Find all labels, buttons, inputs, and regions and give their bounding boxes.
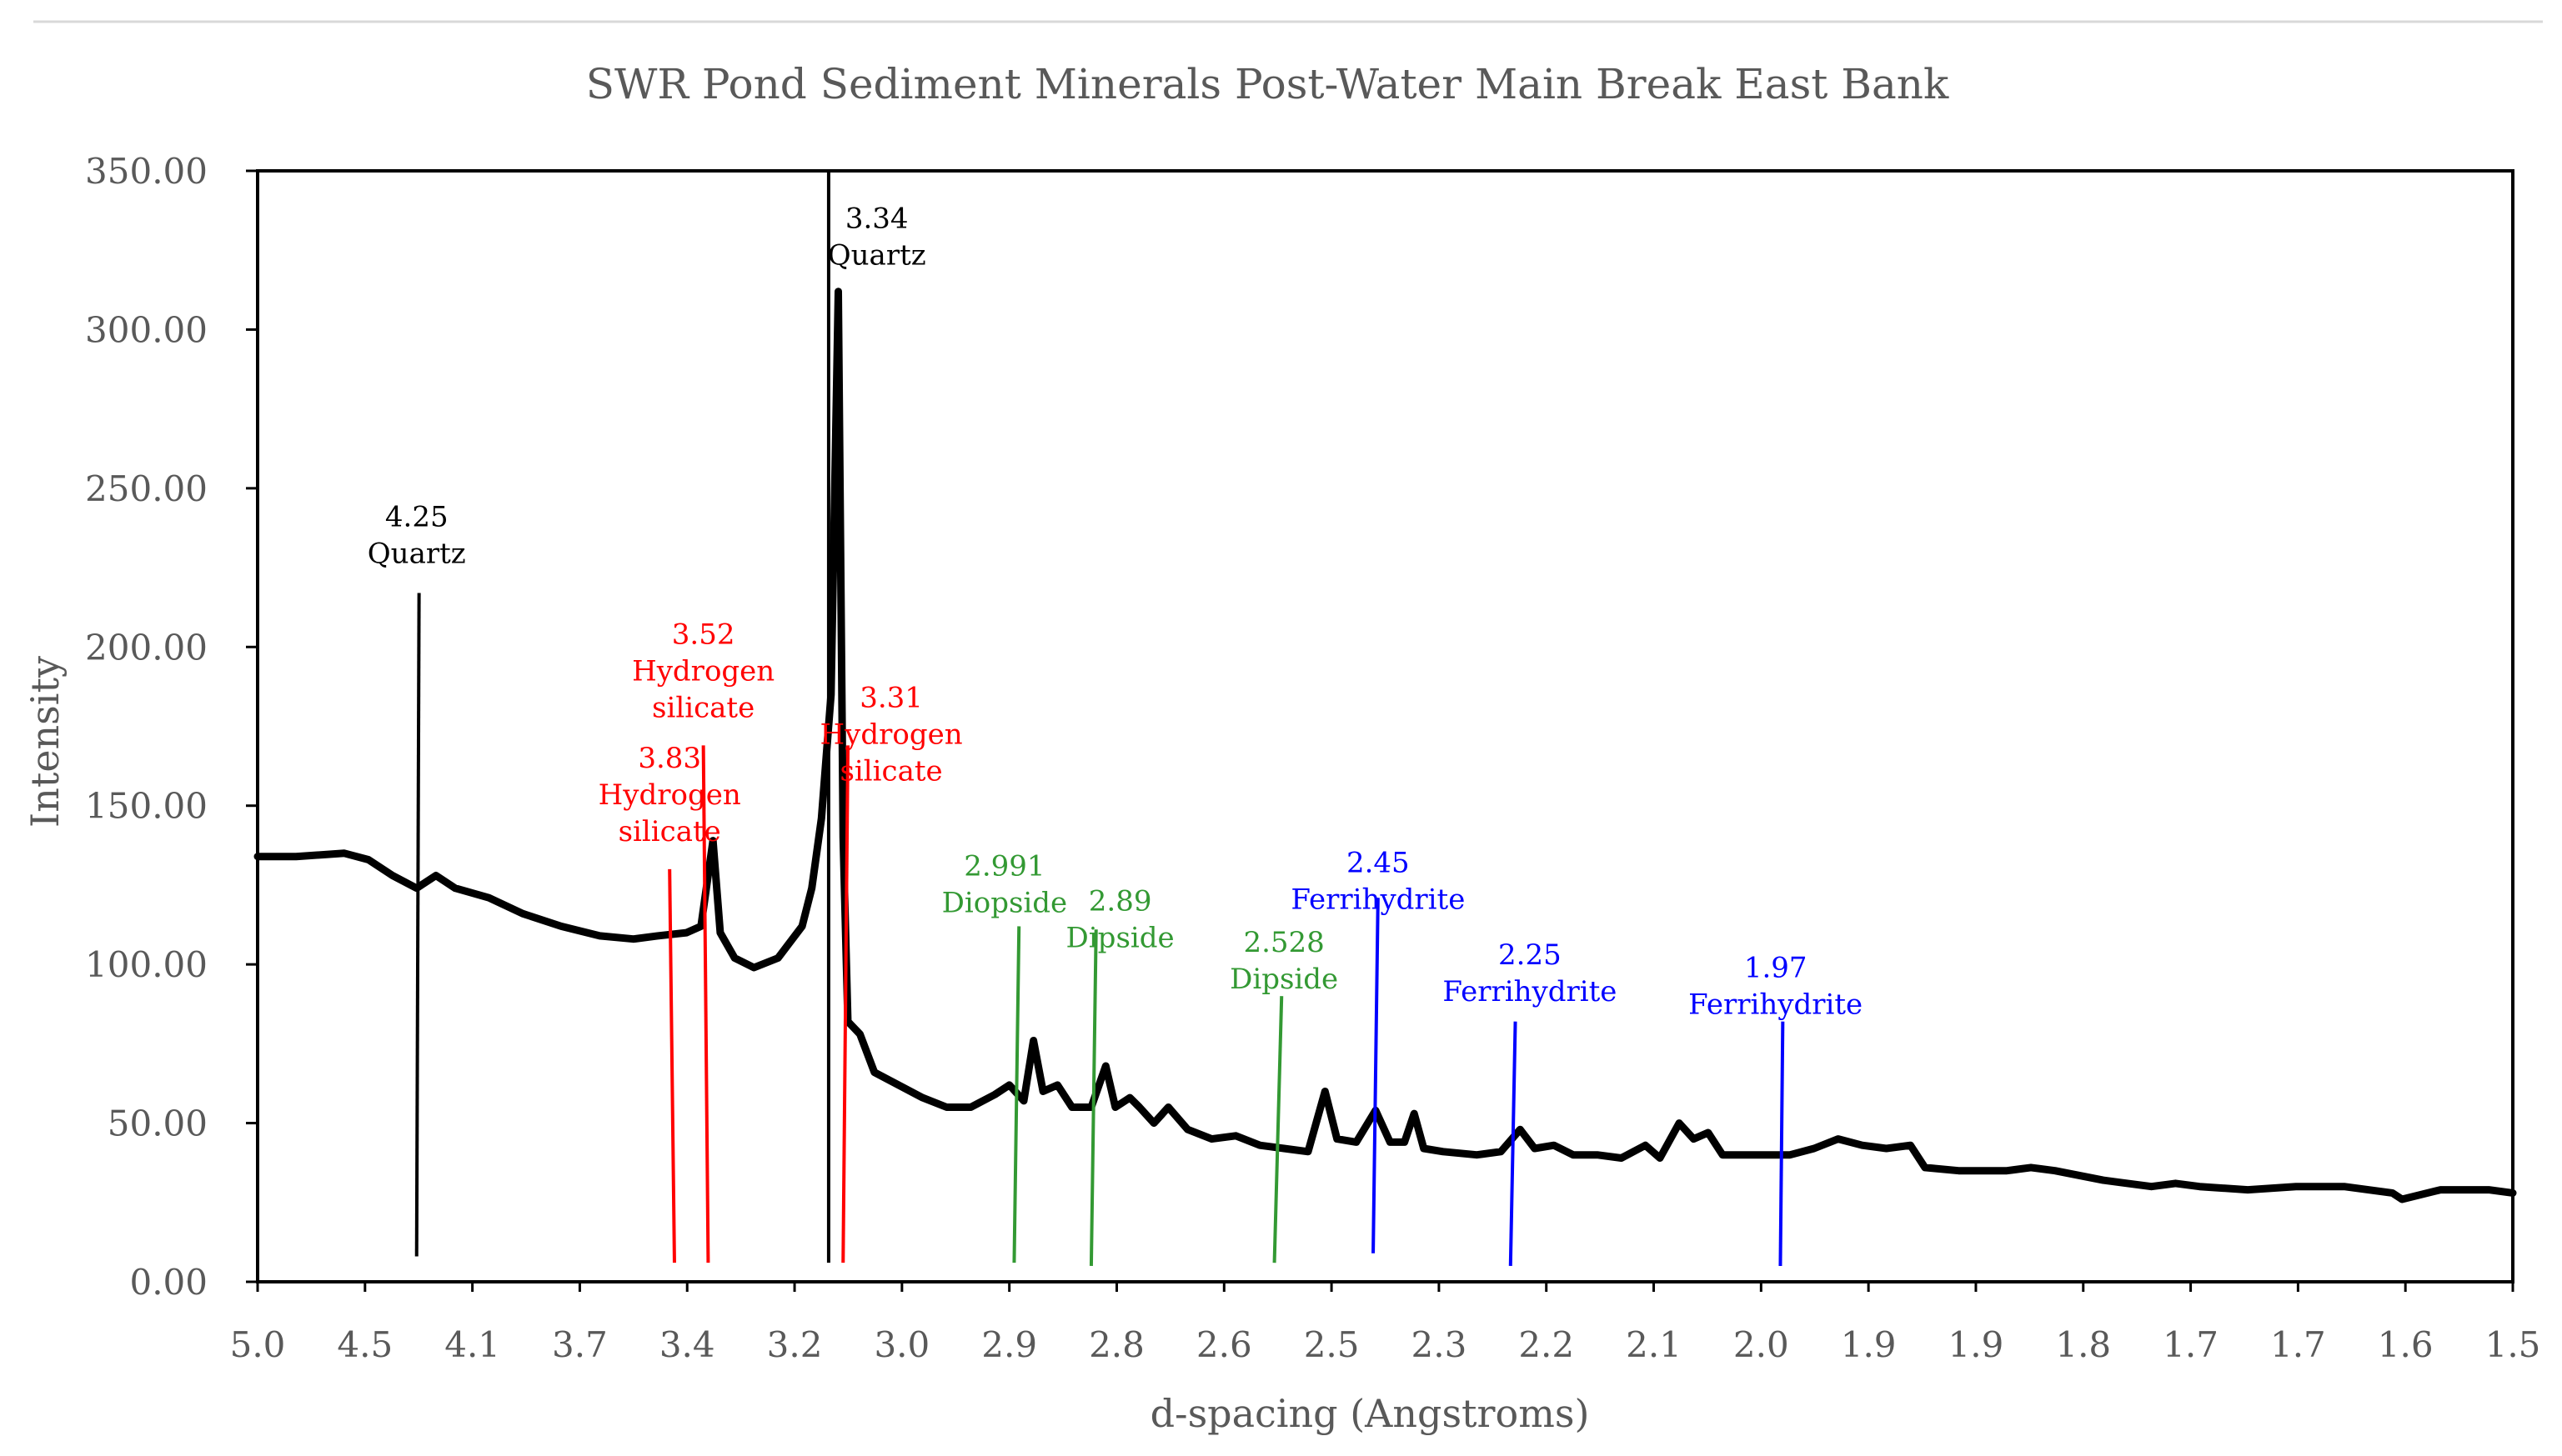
plot-area-frame bbox=[256, 169, 2514, 1283]
annotation-mineral: Diopside bbox=[942, 887, 1068, 920]
x-tick-label: 3.2 bbox=[767, 1324, 823, 1365]
x-tick-label: 2.8 bbox=[1089, 1324, 1145, 1365]
y-tick-label: 0.00 bbox=[129, 1262, 208, 1303]
x-tick-label: 2.9 bbox=[981, 1324, 1037, 1365]
annotation-d-value: 2.528 bbox=[1243, 926, 1324, 959]
x-tick-label: 3.4 bbox=[659, 1324, 715, 1365]
annotation-mineral: Hydrogen silicate bbox=[599, 778, 741, 848]
x-tick-label: 2.2 bbox=[1518, 1324, 1574, 1365]
annotation-line-1 bbox=[668, 868, 676, 1263]
annotation-line-0 bbox=[414, 593, 421, 1257]
annotation-line-6 bbox=[1089, 929, 1098, 1266]
x-tick-label: 2.3 bbox=[1411, 1324, 1467, 1365]
x-tick-label: 3.7 bbox=[552, 1324, 608, 1365]
annotation-d-value: 3.34 bbox=[845, 203, 909, 236]
x-tick-label: 4.1 bbox=[444, 1324, 500, 1365]
y-tick-label: 50.00 bbox=[108, 1103, 208, 1144]
annotation-d-value: 3.31 bbox=[860, 682, 923, 715]
annotation-line-7 bbox=[1272, 996, 1284, 1263]
x-tick-label: 4.5 bbox=[337, 1324, 393, 1365]
annotation-mineral: Hydrogen silicate bbox=[820, 718, 962, 788]
annotation-mineral: Ferrihydrite bbox=[1688, 988, 1863, 1021]
series-line-0 bbox=[253, 288, 2517, 1203]
x-tick-label: 5.0 bbox=[230, 1324, 286, 1365]
x-axis-ticks: 5.0 4.5 4.1 3.7 3.4 3.2 3.0 2.9 2.8 2.6 2.5 2.3 2.2 2… bbox=[230, 1282, 2541, 1365]
annotation-d-value: 1.97 bbox=[1744, 951, 1807, 984]
x-tick-label: 1.9 bbox=[1841, 1324, 1897, 1365]
y-axis-ticks: 0.00 50.00 100.00 150.00 200.00 250.00 300.00 3… bbox=[85, 151, 258, 1303]
annotation-line-10 bbox=[1778, 1021, 1785, 1266]
y-tick-label: 300.00 bbox=[85, 309, 208, 350]
x-tick-label: 1.6 bbox=[2378, 1324, 2434, 1365]
x-tick-label: 1.7 bbox=[2270, 1324, 2326, 1365]
x-tick-label: 2.0 bbox=[1733, 1324, 1789, 1365]
y-tick-label: 200.00 bbox=[85, 627, 208, 668]
x-tick-label: 2.5 bbox=[1304, 1324, 1360, 1365]
x-axis-label: d-spacing (Angstroms) bbox=[1151, 1391, 1590, 1436]
x-tick-label: 2.6 bbox=[1196, 1324, 1252, 1365]
y-tick-label: 100.00 bbox=[85, 944, 208, 985]
x-tick-label: 1.9 bbox=[1948, 1324, 2004, 1365]
annotation-line-9 bbox=[1508, 1021, 1517, 1266]
x-tick-label: 1.7 bbox=[2163, 1324, 2219, 1365]
annotation-d-value: 2.991 bbox=[964, 850, 1045, 883]
annotation-d-value: 3.83 bbox=[638, 742, 701, 775]
chart-title: SWR Pond Sediment Minerals Post-Water Ma… bbox=[586, 60, 1949, 108]
annotation-line-5 bbox=[1012, 926, 1021, 1263]
annotation-line-4 bbox=[841, 745, 850, 1263]
x-tick-label: 3.0 bbox=[874, 1324, 930, 1365]
annotation-mineral: Quartz bbox=[828, 239, 926, 273]
x-tick-label: 2.1 bbox=[1626, 1324, 1682, 1365]
annotation-mineral: Hydrogen silicate bbox=[632, 654, 775, 724]
y-tick-label: 150.00 bbox=[85, 786, 208, 827]
annotation-mineral: Ferrihydrite bbox=[1291, 883, 1465, 917]
annotation-d-value: 2.89 bbox=[1089, 884, 1152, 918]
series-layer bbox=[253, 288, 2517, 1203]
annotation-d-value: 2.45 bbox=[1346, 847, 1410, 880]
y-tick-label: 350.00 bbox=[85, 151, 208, 192]
annotation-mineral: Dipside bbox=[1230, 963, 1338, 996]
annotation-mineral: Dipside bbox=[1066, 921, 1175, 954]
annotation-d-value: 4.25 bbox=[385, 501, 449, 534]
annotation-line-2 bbox=[701, 745, 710, 1263]
annotation-d-value: 2.25 bbox=[1498, 938, 1562, 972]
x-tick-label: 1.5 bbox=[2485, 1324, 2541, 1365]
annotation-mineral: Ferrihydrite bbox=[1442, 975, 1617, 1008]
y-axis-label: Intensity bbox=[23, 656, 68, 828]
x-tick-label: 1.8 bbox=[2055, 1324, 2111, 1365]
y-tick-label: 250.00 bbox=[85, 468, 208, 509]
annotation-d-value: 3.52 bbox=[672, 618, 735, 651]
annotation-mineral: Quartz bbox=[368, 538, 466, 571]
annotation-line-8 bbox=[1371, 898, 1380, 1253]
